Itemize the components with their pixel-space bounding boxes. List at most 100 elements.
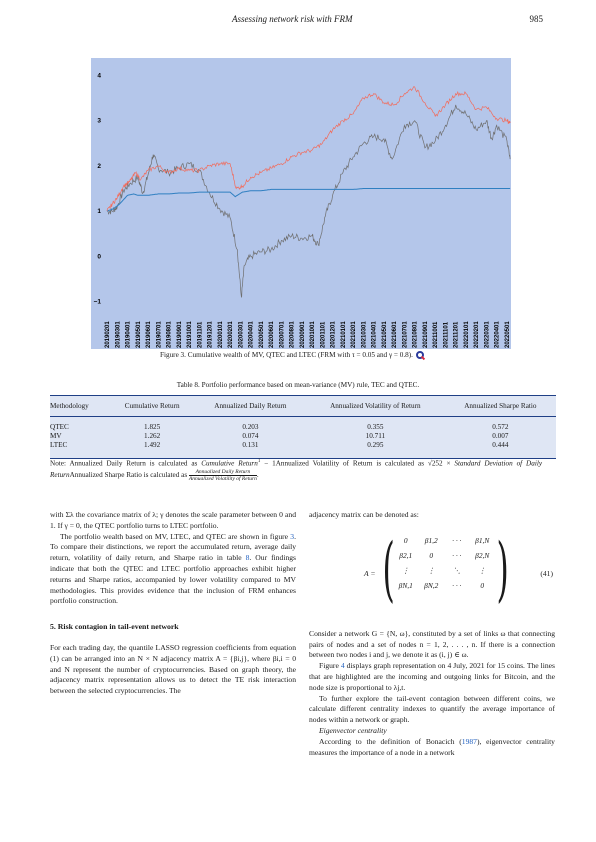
matrix-row: β2,1 0 · · · β2,N	[393, 548, 495, 563]
adjacency-matrix-equation: A = ( 0 β1,2 · · · β1,N β2,1 0 · · · β2,N ⋮ ⋮ ⋱ ⋮…	[309, 529, 555, 623]
matrix-entry: · · ·	[452, 580, 462, 590]
matrix-entry: 0	[403, 535, 408, 545]
cumulative-wealth-chart: −1 0 1 2 3 4 20190201 20190301 20190401 20190501…	[91, 58, 511, 349]
text: Figure	[319, 661, 341, 671]
table-cell: 0.295	[306, 441, 445, 459]
x-tick-label: 20220501	[505, 321, 511, 348]
table-cell: 10.711	[306, 432, 445, 441]
matrix-entry: β1,N	[475, 535, 490, 545]
matrix-entry: βN,1	[398, 580, 413, 590]
note-sqrt: √252 ×	[427, 459, 451, 468]
x-tick-label: 20220401	[495, 321, 501, 348]
table-header: Annualized Daily Return	[194, 395, 307, 417]
table-note: Note: Annualized Daily Return is calcula…	[50, 459, 543, 483]
y-tick-label: 2	[97, 163, 101, 170]
x-tick-label: 20191001	[187, 321, 193, 348]
matrix-entry: ⋮	[427, 565, 435, 575]
right-parenthesis: )	[496, 527, 509, 610]
note-text: Annualized Sharpe Ratio is calculated as	[69, 471, 189, 480]
y-tick-label: 4	[97, 73, 101, 80]
x-tick-label: 20200701	[279, 321, 285, 348]
matrix-row: ⋮ ⋮ ⋱ ⋮	[393, 563, 495, 578]
x-tick-label: 20220301	[484, 321, 490, 348]
matrix-entry: ⋮	[402, 565, 410, 575]
table-cell: 0.355	[306, 416, 445, 432]
matrix-entry: ⋱	[453, 565, 461, 575]
x-tick-label: 20210801	[413, 321, 419, 348]
table-cell: LTEC	[50, 441, 110, 459]
x-tick-label: 20210901	[423, 321, 429, 348]
note-fraction: Annualized Daily Return Annualized Volati…	[188, 469, 257, 482]
table-cell: QTEC	[50, 416, 110, 432]
matrix-entry: · · ·	[452, 550, 462, 560]
quantlet-search-icon[interactable]	[415, 351, 424, 360]
table-header: Cumulative Return	[109, 395, 195, 417]
paragraph: with Σλ the covariance matrix of λ; γ de…	[50, 510, 296, 530]
text: The portfolio wealth based on MV, LTEC, …	[60, 531, 291, 541]
x-tick-label: 20190201	[105, 321, 111, 348]
x-tick-label: 20220101	[464, 321, 470, 348]
page-number: 985	[529, 14, 544, 24]
x-tick-label: 20210101	[341, 321, 347, 348]
performance-table: Methodology Cumulative Return Annualized…	[50, 395, 556, 459]
x-tick-label: 20200901	[300, 321, 306, 348]
mv-series-line	[106, 104, 511, 299]
text: ), eigenvector centrality measures the i…	[309, 736, 555, 757]
text: displays graph representation on 4 July,…	[309, 661, 555, 692]
journal-running-title: Assessing network risk with FRM	[232, 14, 353, 24]
table-cell: 1.825	[109, 416, 195, 432]
chart-svg: −1 0 1 2 3 4 20190201 20190301 20190401 20190501…	[91, 58, 511, 349]
matrix-row: 0 β1,2 · · · β1,N	[393, 533, 495, 548]
x-tick-label: 20201201	[331, 321, 337, 348]
matrix-entry: 0	[480, 580, 485, 590]
x-axis-ticks: 20190201 20190301 20190401 20190501 20190601…	[105, 321, 511, 348]
table-link[interactable]: 8	[245, 553, 250, 563]
x-tick-label: 20220201	[474, 321, 480, 348]
x-tick-label: 20191101	[197, 321, 203, 348]
x-tick-label: 20190801	[167, 321, 173, 348]
figure-link[interactable]: 4	[340, 661, 345, 671]
figure-caption-text: Figure 3. Cumulative wealth of MV, QTEC …	[160, 351, 413, 359]
qtec-series-line	[106, 86, 511, 212]
paragraph: Consider a network G = {N, ω}, constitut…	[309, 628, 555, 660]
x-tick-label: 20190601	[146, 321, 152, 348]
matrix-entry: β2,N	[475, 550, 490, 560]
paragraph: To further explore the tail-event contag…	[309, 693, 555, 725]
citation-link[interactable]: 1987	[461, 736, 477, 746]
matrix-entry: βN,2	[424, 580, 439, 590]
table-cell: MV	[50, 432, 110, 441]
table-row: QTEC 1.825 0.203 0.355 0.572	[50, 416, 556, 432]
x-tick-label: 20200601	[269, 321, 275, 348]
x-tick-label: 20201101	[320, 321, 326, 348]
text: . Our findings indicate that both the QT…	[50, 553, 297, 606]
running-head: Assessing network risk with FRM 985	[0, 14, 596, 28]
matrix-entry: · · ·	[452, 535, 462, 545]
x-tick-label: 20211101	[443, 321, 449, 348]
figure-link[interactable]: 3	[290, 531, 295, 541]
x-tick-label: 20200501	[259, 321, 265, 348]
equation-number: (41)	[540, 568, 553, 578]
note-text: Note: Annualized Daily Return is calcula…	[50, 459, 202, 468]
left-parenthesis: (	[382, 527, 395, 610]
right-column: adjacency matrix can be denoted as: A = …	[309, 510, 555, 758]
table-cell: 0.131	[194, 441, 307, 459]
note-text: .	[256, 471, 259, 480]
x-tick-label: 20210301	[361, 321, 367, 348]
x-tick-label: 20210601	[392, 321, 398, 348]
matrix-grid: 0 β1,2 · · · β1,N β2,1 0 · · · β2,N ⋮ ⋮ ⋱ ⋮ βN,1 β…	[393, 533, 495, 593]
table-cell: 0.203	[194, 416, 307, 432]
y-tick-label: −1	[94, 298, 102, 305]
y-tick-label: 1	[97, 208, 101, 215]
x-tick-label: 20190301	[115, 321, 121, 348]
table-title: Table 8. Portfolio performance based on …	[176, 381, 420, 389]
note-term: Standard Deviation of Daily Return	[50, 459, 543, 480]
matrix-entry: ⋮	[478, 565, 486, 575]
paragraph: For each trading day, the quantile LASSO…	[50, 642, 296, 696]
table-cell: 0.444	[444, 441, 556, 459]
matrix-entry: β1,2	[424, 535, 438, 545]
x-tick-label: 20210201	[351, 321, 357, 348]
x-tick-label: 20200401	[249, 321, 255, 348]
table-header: Methodology	[50, 395, 110, 417]
series-lines	[106, 86, 511, 299]
paragraph: adjacency matrix can be denoted as:	[309, 510, 419, 519]
